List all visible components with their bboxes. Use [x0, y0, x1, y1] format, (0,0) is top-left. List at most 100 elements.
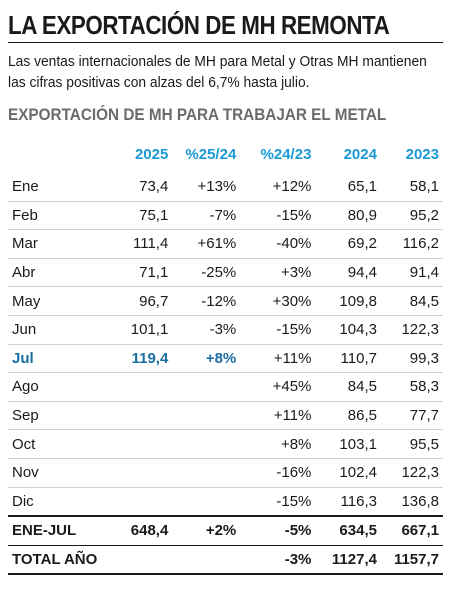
cell-value-2024: 110,7 [311, 344, 377, 374]
table-header-row: 2025 %25/24 %24/23 2024 2023 [8, 135, 443, 173]
table-row: Oct +8% 103,1 95,5 [8, 429, 443, 459]
cell-value-2023: 58,1 [376, 173, 443, 202]
cell-value-2025 [97, 429, 169, 459]
cell-pct-24-23: -15% [236, 315, 312, 345]
cell-value-2023: 667,1 [376, 515, 443, 546]
cell-pct-25-24: -7% [168, 201, 237, 231]
cell-value-2024: 65,1 [311, 173, 377, 202]
cell-month: Jun [8, 315, 98, 345]
table-row: Jun 101,1 -3% -15% 104,3 122,3 [8, 315, 443, 345]
cell-value-2023: 116,2 [376, 229, 443, 259]
cell-pct-24-23: -40% [236, 229, 312, 259]
table-row: Jul 119,4 +8% +11% 110,7 99,3 [8, 344, 443, 374]
cell-value-2024: 104,3 [311, 315, 377, 345]
table-row: Sep +11% 86,5 77,7 [8, 401, 443, 431]
cell-month: Sep [8, 401, 98, 431]
cell-value-2025: 73,4 [97, 173, 169, 202]
cell-pct-24-23: +8% [236, 429, 312, 459]
cell-pct-25-24: -3% [168, 315, 237, 345]
cell-pct-24-23: -16% [236, 458, 312, 488]
cell-value-2023: 91,4 [376, 258, 443, 288]
section-title: EXPORTACIÓN DE MH PARA TRABAJAR EL METAL [8, 105, 387, 124]
cell-value-2025 [97, 401, 169, 431]
cell-pct-25-24: +13% [168, 173, 237, 202]
cell-pct-24-23: +11% [236, 344, 312, 374]
table-row: Ago +45% 84,5 58,3 [8, 372, 443, 402]
cell-value-2024: 103,1 [311, 429, 377, 459]
cell-month: May [8, 286, 98, 316]
cell-value-2025: 101,1 [97, 315, 169, 345]
cell-month: ENE-JUL [8, 515, 98, 546]
table-row: Mar 111,4 +61% -40% 69,2 116,2 [8, 229, 443, 259]
cell-pct-25-24 [168, 372, 237, 402]
cell-month: Abr [8, 258, 98, 288]
cell-value-2023: 95,5 [376, 429, 443, 459]
header-2023: 2023 [405, 145, 439, 163]
cell-pct-25-24: -12% [168, 286, 237, 316]
cell-value-2025 [97, 487, 169, 517]
cell-value-2024: 109,8 [311, 286, 377, 316]
cell-pct-24-23: +45% [236, 372, 312, 402]
cell-value-2024: 84,5 [311, 372, 377, 402]
cell-pct-25-24: +8% [168, 344, 237, 374]
cell-month: Oct [8, 429, 98, 459]
cell-value-2025 [97, 545, 169, 576]
cell-month: Nov [8, 458, 98, 488]
cell-value-2024: 1127,4 [311, 545, 377, 576]
cell-value-2025: 96,7 [97, 286, 169, 316]
cell-pct-25-24 [168, 487, 237, 517]
cell-value-2024: 102,4 [311, 458, 377, 488]
cell-value-2024: 80,9 [311, 201, 377, 231]
cell-value-2023: 1157,7 [376, 545, 443, 576]
table-body: Ene 73,4 +13% +12% 65,1 58,1 Feb 75,1 -7% -15% 80,… [8, 173, 443, 576]
cell-month: Mar [8, 229, 98, 259]
cell-value-2023: 84,5 [376, 286, 443, 316]
cell-value-2023: 95,2 [376, 201, 443, 231]
cell-month: Jul [8, 344, 98, 374]
table-row: Dic -15% 116,3 136,8 [8, 487, 443, 517]
cell-pct-24-23: -5% [236, 515, 312, 546]
table-row: Ene 73,4 +13% +12% 65,1 58,1 [8, 173, 443, 202]
cell-value-2023: 122,3 [376, 458, 443, 488]
cell-pct-24-23: +3% [236, 258, 312, 288]
cell-value-2024: 69,2 [311, 229, 377, 259]
total-row-year: TOTAL AÑO -3% 1127,4 1157,7 [8, 545, 443, 576]
cell-value-2023: 122,3 [376, 315, 443, 345]
header-2025: 2025 [134, 145, 169, 163]
cell-month: Dic [8, 487, 98, 517]
cell-month: Ene [8, 173, 98, 202]
cell-value-2024: 116,3 [311, 487, 377, 517]
cell-pct-25-24 [168, 545, 237, 576]
cell-month: Ago [8, 372, 98, 402]
subtitle: Las ventas internacionales de MH para Me… [8, 53, 427, 91]
cell-pct-25-24 [168, 429, 237, 459]
cell-pct-25-24: -25% [168, 258, 237, 288]
cell-pct-25-24: +61% [168, 229, 237, 259]
header-month [8, 135, 97, 173]
cell-value-2024: 86,5 [311, 401, 377, 431]
export-table: 2025 %25/24 %24/23 2024 2023 Ene 73,4 +13%… [8, 135, 443, 576]
cell-pct-24-23: +30% [236, 286, 312, 316]
cell-pct-25-24 [168, 401, 237, 431]
header-2024: 2024 [343, 145, 377, 163]
cell-value-2024: 94,4 [311, 258, 377, 288]
cell-value-2025: 75,1 [97, 201, 169, 231]
cell-pct-24-23: +11% [236, 401, 312, 431]
cell-value-2023: 77,7 [376, 401, 443, 431]
table-row: Feb 75,1 -7% -15% 80,9 95,2 [8, 201, 443, 231]
cell-pct-24-23: -15% [236, 487, 312, 517]
cell-value-2025 [97, 372, 169, 402]
cell-value-2025: 71,1 [97, 258, 169, 288]
cell-month: Feb [8, 201, 98, 231]
cell-pct-24-23: -3% [236, 545, 312, 576]
cell-value-2025: 119,4 [97, 344, 169, 374]
header-pct-24-23: %24/23 [260, 145, 312, 163]
table-row: Abr 71,1 -25% +3% 94,4 91,4 [8, 258, 443, 288]
page-title: LA EXPORTACIÓN DE MH REMONTA [8, 0, 444, 43]
cell-pct-24-23: +12% [236, 173, 312, 202]
cell-pct-25-24: +2% [168, 515, 237, 546]
table-row: Nov -16% 102,4 122,3 [8, 458, 443, 488]
cell-value-2025 [97, 458, 169, 488]
table-row: May 96,7 -12% +30% 109,8 84,5 [8, 286, 443, 316]
